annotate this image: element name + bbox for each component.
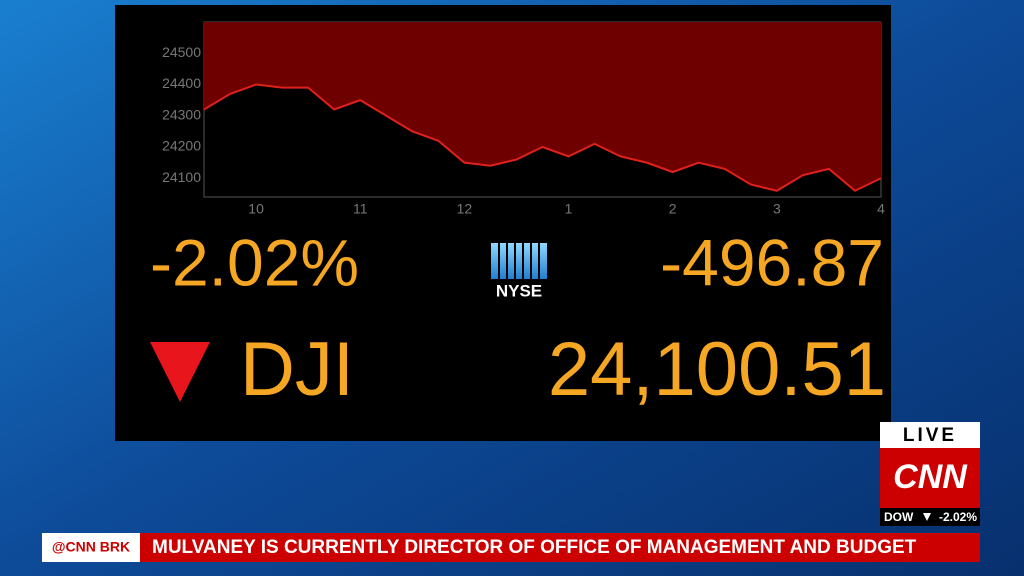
change: -496.87 bbox=[660, 225, 884, 299]
index-line bbox=[203, 83, 882, 192]
ticker-tag: @CNN BRK bbox=[52, 539, 130, 555]
ticker-box bbox=[140, 533, 980, 562]
index: DOW bbox=[884, 510, 914, 524]
index-arrow bbox=[923, 513, 931, 521]
x-tick-label: 10 bbox=[248, 201, 264, 217]
y-tick-label: 24300 bbox=[162, 106, 201, 122]
x-tick-label: 3 bbox=[773, 201, 781, 217]
y-tick-label: 24100 bbox=[162, 169, 201, 185]
x-tick-label: 2 bbox=[669, 201, 677, 217]
price: 24,100.51 bbox=[548, 327, 886, 412]
network: CNN bbox=[893, 458, 968, 496]
symbol: DJI bbox=[240, 327, 354, 412]
y-tick-label: 24400 bbox=[162, 75, 201, 91]
live: LIVE bbox=[903, 425, 957, 446]
x-tick-label: 1 bbox=[565, 201, 573, 217]
x-tick-label: 11 bbox=[353, 201, 368, 217]
down-arrow bbox=[150, 342, 210, 402]
x-tick-label: 12 bbox=[457, 201, 473, 217]
dow-box bbox=[880, 508, 980, 526]
logo-bars bbox=[491, 243, 547, 279]
logo-gaps bbox=[498, 243, 540, 279]
nyse-logo: NYSE bbox=[491, 243, 547, 300]
loss-area bbox=[204, 22, 881, 191]
y-tick-label: 24200 bbox=[162, 138, 201, 154]
x-tick-label: 4 bbox=[877, 201, 885, 217]
headline: MULVANEY IS CURRENTLY DIRECTOR OF OFFICE… bbox=[152, 537, 917, 558]
cnn-box bbox=[880, 448, 980, 508]
percent: -2.02% bbox=[150, 225, 359, 299]
live-box bbox=[880, 422, 980, 448]
ticker-tag-box bbox=[42, 533, 140, 562]
y-tick-label: 24500 bbox=[162, 44, 201, 60]
index-change: -2.02% bbox=[939, 510, 977, 524]
exchange: NYSE bbox=[496, 281, 542, 300]
